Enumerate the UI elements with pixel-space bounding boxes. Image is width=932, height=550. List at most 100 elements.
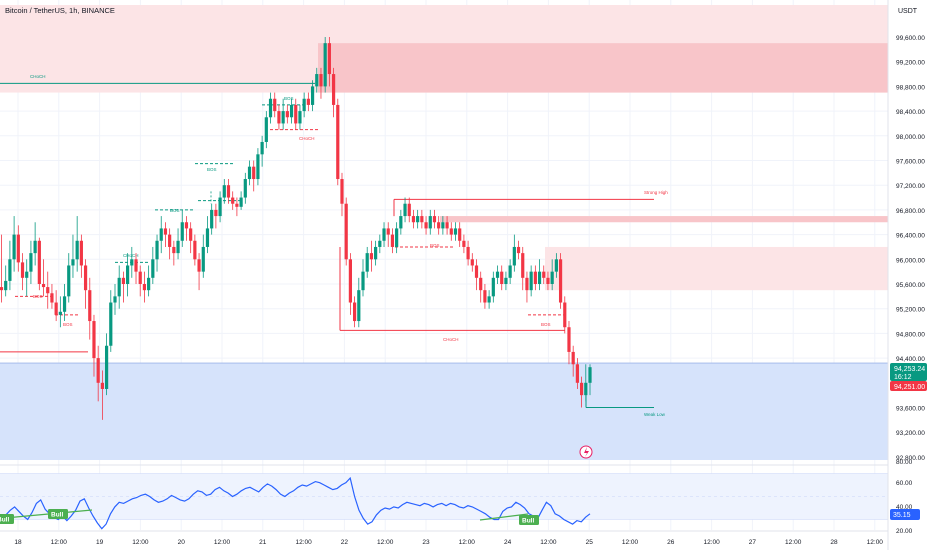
candle[interactable] bbox=[466, 240, 470, 266]
candle[interactable] bbox=[399, 209, 403, 235]
candle[interactable] bbox=[353, 296, 357, 328]
candle[interactable] bbox=[294, 98, 298, 130]
candle[interactable] bbox=[453, 222, 458, 241]
candle[interactable] bbox=[231, 191, 235, 210]
candle[interactable] bbox=[104, 333, 109, 396]
candle[interactable] bbox=[96, 345, 100, 402]
candle[interactable] bbox=[420, 209, 424, 229]
candle[interactable] bbox=[449, 222, 453, 241]
candle[interactable] bbox=[474, 259, 479, 291]
candle[interactable] bbox=[117, 265, 121, 309]
candle[interactable] bbox=[197, 253, 201, 291]
candle[interactable] bbox=[529, 265, 533, 297]
candle[interactable] bbox=[100, 370, 104, 420]
candle[interactable] bbox=[390, 228, 395, 254]
candle[interactable] bbox=[243, 172, 247, 204]
candle[interactable] bbox=[88, 277, 92, 340]
candle[interactable] bbox=[113, 284, 117, 315]
candle[interactable] bbox=[470, 253, 474, 272]
candle[interactable] bbox=[252, 160, 256, 192]
candle[interactable] bbox=[437, 216, 441, 235]
candle[interactable] bbox=[71, 234, 75, 278]
candle[interactable] bbox=[260, 135, 264, 167]
candle[interactable] bbox=[584, 364, 588, 402]
candle[interactable] bbox=[563, 296, 567, 334]
candle[interactable] bbox=[46, 271, 50, 309]
candle[interactable] bbox=[546, 271, 550, 291]
candle[interactable] bbox=[29, 240, 33, 284]
candle[interactable] bbox=[281, 98, 285, 130]
candle[interactable] bbox=[67, 253, 71, 303]
candle[interactable] bbox=[428, 209, 432, 235]
candle[interactable] bbox=[4, 265, 8, 297]
candle[interactable] bbox=[424, 216, 428, 235]
candle[interactable] bbox=[411, 209, 416, 229]
candle[interactable] bbox=[12, 216, 16, 272]
candle[interactable] bbox=[155, 234, 159, 272]
candle[interactable] bbox=[54, 290, 58, 322]
candle[interactable] bbox=[37, 237, 41, 291]
candle[interactable] bbox=[138, 265, 142, 297]
candle[interactable] bbox=[315, 67, 319, 93]
candle[interactable] bbox=[327, 37, 331, 87]
candle[interactable] bbox=[365, 246, 369, 278]
candle[interactable] bbox=[542, 265, 546, 284]
candle[interactable] bbox=[516, 240, 521, 260]
candle[interactable] bbox=[201, 234, 205, 278]
candle[interactable] bbox=[256, 148, 260, 186]
candle[interactable] bbox=[306, 92, 310, 112]
candle[interactable] bbox=[235, 197, 239, 217]
candles[interactable] bbox=[0, 37, 592, 420]
candle[interactable] bbox=[483, 284, 487, 309]
candle[interactable] bbox=[62, 284, 67, 322]
candle[interactable] bbox=[247, 160, 252, 186]
candle[interactable] bbox=[319, 67, 323, 99]
candle[interactable] bbox=[189, 222, 193, 254]
candle[interactable] bbox=[512, 234, 516, 272]
currency-label[interactable]: USDT bbox=[898, 8, 918, 15]
candle[interactable] bbox=[41, 259, 46, 297]
candle[interactable] bbox=[147, 265, 151, 297]
candle[interactable] bbox=[441, 216, 445, 235]
candle[interactable] bbox=[8, 240, 12, 291]
lightning-icon[interactable] bbox=[579, 445, 593, 459]
candle[interactable] bbox=[445, 216, 449, 235]
candle[interactable] bbox=[16, 225, 20, 272]
candle[interactable] bbox=[416, 209, 420, 229]
candle[interactable] bbox=[159, 216, 163, 254]
candle[interactable] bbox=[340, 172, 344, 217]
candle[interactable] bbox=[323, 37, 327, 93]
candle[interactable] bbox=[407, 197, 411, 223]
candle[interactable] bbox=[508, 259, 512, 284]
candle[interactable] bbox=[525, 271, 529, 303]
candle[interactable] bbox=[134, 253, 138, 284]
candle[interactable] bbox=[521, 246, 525, 291]
candle[interactable] bbox=[277, 104, 281, 130]
candle[interactable] bbox=[75, 216, 79, 272]
rsi-panel[interactable]: Bull Bull Bull bbox=[0, 464, 888, 530]
candle[interactable] bbox=[348, 253, 352, 315]
candle[interactable] bbox=[537, 259, 542, 291]
candle[interactable] bbox=[336, 98, 340, 186]
candle[interactable] bbox=[302, 92, 306, 118]
candle[interactable] bbox=[205, 216, 210, 254]
candle[interactable] bbox=[285, 104, 289, 124]
candle[interactable] bbox=[575, 358, 579, 389]
candle[interactable] bbox=[126, 253, 130, 297]
candle[interactable] bbox=[374, 240, 378, 266]
candle[interactable] bbox=[458, 222, 462, 247]
candle[interactable] bbox=[491, 271, 495, 303]
candle[interactable] bbox=[462, 234, 466, 254]
candle[interactable] bbox=[163, 222, 168, 247]
candle[interactable] bbox=[33, 222, 37, 266]
candle[interactable] bbox=[218, 191, 222, 223]
candle[interactable] bbox=[222, 179, 226, 204]
candle[interactable] bbox=[558, 253, 563, 309]
time-axis[interactable]: 18 12:00 19 12:00 20 12:00 21 12:00 22 12:00 23 12:… bbox=[0, 530, 888, 546]
candle[interactable] bbox=[25, 259, 29, 297]
candle[interactable] bbox=[214, 203, 218, 229]
candle[interactable] bbox=[109, 290, 113, 352]
candle[interactable] bbox=[168, 228, 172, 260]
candle[interactable] bbox=[92, 314, 96, 377]
